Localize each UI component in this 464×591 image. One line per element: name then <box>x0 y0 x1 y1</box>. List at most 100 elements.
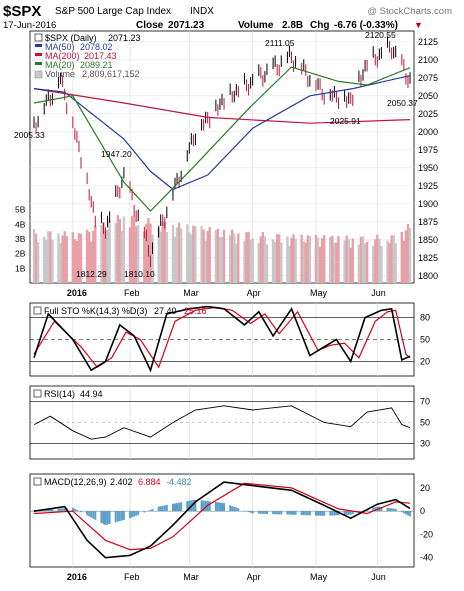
macd-histogram-bar <box>350 511 352 515</box>
macd-histogram-bar <box>393 509 395 512</box>
volume-bar <box>43 237 45 284</box>
header-close-label: Close <box>136 20 164 31</box>
macd-histogram-bar <box>121 511 123 520</box>
macd-histogram-bar <box>274 511 276 514</box>
macd-histogram-bar <box>286 511 288 514</box>
volume-bar <box>66 236 68 283</box>
volume-bar <box>386 241 388 283</box>
price-y-tick-label: 2000 <box>418 127 438 137</box>
x-tick-label-2016: 2016 <box>67 288 87 298</box>
volume-bar <box>372 246 374 283</box>
annotation-1947-20: 1947.20 <box>101 149 132 159</box>
volume-bar <box>350 248 352 283</box>
macd-histogram-bar <box>391 508 393 511</box>
macd-histogram-bar <box>229 505 231 511</box>
volume-y-tick-label: 4B <box>15 219 26 229</box>
x-tick-label-may: May <box>310 288 328 298</box>
macd-histogram-bar <box>389 508 391 511</box>
macd-histogram-bar <box>119 511 121 521</box>
rsi-y-tick-label: 30 <box>420 438 430 448</box>
macd-histogram-bar <box>405 511 407 514</box>
volume-bar <box>266 244 268 283</box>
macd-histogram-bar <box>217 502 219 511</box>
volume-bar <box>294 239 296 283</box>
volume-bar <box>249 240 251 283</box>
macd-histogram-bar <box>329 511 331 515</box>
macd-histogram-bar <box>333 511 335 515</box>
volume-bar <box>364 243 366 283</box>
macd-histogram-bar <box>244 511 246 512</box>
macd-histogram-bar <box>92 511 94 518</box>
volume-bar <box>288 246 290 283</box>
macd-histogram-bar <box>276 511 278 514</box>
macd-histogram-bar <box>60 508 62 511</box>
price-y-tick-label: 1950 <box>418 163 438 173</box>
macd-histogram-bar <box>174 503 176 511</box>
macd-histogram-bar <box>105 511 107 525</box>
macd-histogram-bar <box>76 510 78 511</box>
volume-bar <box>194 227 196 283</box>
macd-histogram-bar <box>103 511 105 524</box>
volume-bar <box>401 232 403 283</box>
macd-histogram-bar <box>107 511 109 524</box>
stochastic-y-tick-label: 20 <box>420 356 430 366</box>
volume-bar <box>280 242 282 283</box>
macd-histogram-bar <box>137 511 139 515</box>
macd-signal-value: 6.884 <box>138 477 161 487</box>
macd-legend-swatch <box>34 478 41 485</box>
price-y-tick-label: 2050 <box>418 91 438 101</box>
macd-histogram-bar <box>348 511 350 515</box>
price-y-tick-label: 1975 <box>418 145 438 155</box>
volume-bar <box>245 232 247 283</box>
header-volume-value: 2.8B <box>282 20 303 31</box>
macd-histogram-bar <box>209 501 211 511</box>
volume-legend-value: 2,809,617,152 <box>82 69 140 79</box>
volume-bar <box>35 234 37 284</box>
volume-bar <box>61 235 63 283</box>
chart-title-symbol: $SPX <box>3 3 41 20</box>
price-y-tick-label: 2075 <box>418 73 438 83</box>
volume-bar <box>51 240 53 283</box>
stochastic-legend-swatch <box>34 307 41 314</box>
header-close-value: 2071.23 <box>168 20 205 31</box>
annotation-1812-29: 1812.29 <box>76 269 107 279</box>
rsi-legend-swatch <box>34 390 41 397</box>
price-y-tick-label: 1850 <box>418 235 438 245</box>
macd-histogram-bar <box>176 503 178 511</box>
bottom-x-tick-label-apr: Apr <box>247 572 261 582</box>
macd-histogram-bar <box>235 508 237 512</box>
macd-legend-label: MACD(12,26,9) <box>44 477 107 487</box>
macd-histogram-bar <box>272 511 274 514</box>
macd-histogram-bar <box>323 511 325 516</box>
volume-legend-label: Volume <box>45 69 75 79</box>
volume-bar <box>202 230 204 283</box>
macd-histogram-bar <box>158 507 160 512</box>
macd-histogram-bar <box>135 511 137 516</box>
volume-bar <box>231 230 233 283</box>
macd-histogram-bar <box>178 503 180 512</box>
macd-histogram-bar <box>131 511 133 517</box>
volume-y-tick-label: 3B <box>15 234 26 244</box>
macd-histogram-bar <box>409 511 411 516</box>
macd-histogram-bar <box>252 511 254 513</box>
macd-histogram-bar <box>309 511 311 515</box>
volume-y-tick-label: 5B <box>15 205 26 215</box>
bottom-x-tick-label-jun: Jun <box>371 572 386 582</box>
rsi-legend: RSI(14) 44.94 <box>34 389 103 399</box>
volume-bar <box>190 234 192 283</box>
header-date: 17-Jun-2016 <box>3 20 56 31</box>
volume-bar <box>209 227 211 283</box>
annotation-2025-91: 2025.91 <box>330 116 361 126</box>
header-volume-label: Volume <box>238 20 274 31</box>
volume-bar <box>303 241 305 283</box>
volume-bar <box>292 234 294 283</box>
volume-bar <box>162 222 164 283</box>
macd-histogram-bar <box>166 505 168 511</box>
volume-bar <box>274 242 276 283</box>
chart-title-exchange: INDX <box>190 6 214 17</box>
macd-histogram-bar <box>305 511 307 515</box>
price-y-tick-label: 1925 <box>418 181 438 191</box>
bottom-x-tick-label-2016: 2016 <box>67 572 87 582</box>
rsi-y-tick-label: 50 <box>420 418 430 428</box>
stochastic-y-tick-label: 50 <box>420 335 430 345</box>
